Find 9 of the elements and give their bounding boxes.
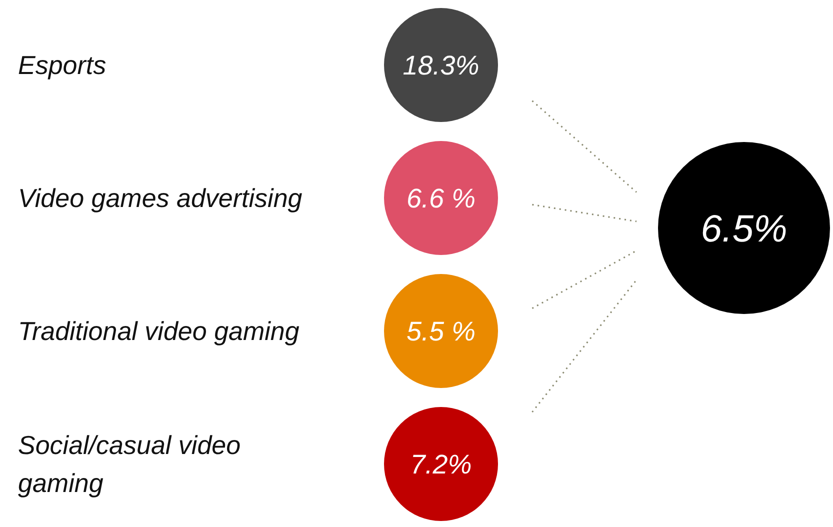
data-label: 7.2% xyxy=(410,449,472,480)
data-label: 5.5 % xyxy=(406,316,476,346)
category-label: Social/casual video gaming xyxy=(18,430,241,498)
category-label: Esports xyxy=(18,50,106,80)
category-label: Traditional video gaming xyxy=(18,316,300,346)
data-label: 18.3% xyxy=(402,50,480,80)
category-label: Video games advertising xyxy=(18,183,303,214)
data-label: 6.6 % xyxy=(406,183,476,214)
text: 6.5% xyxy=(700,208,788,250)
